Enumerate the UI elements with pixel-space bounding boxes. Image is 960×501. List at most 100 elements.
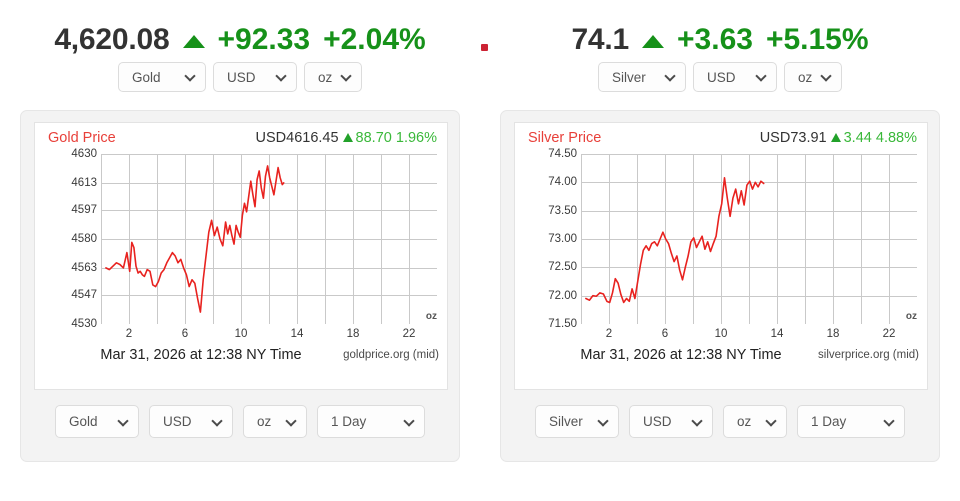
- silver-bottom-metal-select[interactable]: Silver: [535, 405, 619, 438]
- silver-bottom-unit-value: oz: [737, 414, 752, 429]
- red-dot-marker: [481, 44, 488, 51]
- gold-chart-source: goldprice.org (mid): [343, 349, 439, 361]
- gold-chart-title: Gold Price: [48, 130, 116, 146]
- silver-chart-quote-price: USD73.91: [759, 130, 827, 146]
- gold-chart-plot: [101, 154, 437, 324]
- silver-chart-source: silverprice.org (mid): [818, 349, 919, 361]
- y-tick-label: 4547: [71, 289, 97, 302]
- gold-quote-price: 4,620.08: [54, 23, 170, 56]
- x-tick-label: 2: [125, 328, 133, 340]
- chevron-down-icon: [757, 72, 767, 82]
- chevron-down-icon: [277, 72, 287, 82]
- silver-quote-price: 74.1: [571, 23, 630, 56]
- up-triangle-icon: [182, 34, 205, 48]
- chevron-down-icon: [405, 417, 415, 427]
- gold-chart-card-header: Gold Price USD4616.45 88.70 1.96%: [35, 127, 447, 151]
- silver-chart-watermark: oz: [905, 311, 917, 322]
- chevron-down-icon: [767, 417, 777, 427]
- gold-bottom-metal-select[interactable]: Gold: [55, 405, 139, 438]
- silver-chart-quote-percent: 4.88%: [875, 130, 917, 146]
- silver-chart-plot: [581, 154, 917, 324]
- gold-top-currency-select[interactable]: USD: [213, 62, 297, 92]
- silver-price-panel: Silver Price USD73.91 3.44 4.88% 74.50 74.…: [500, 110, 940, 462]
- silver-chart-card-header: Silver Price USD73.91 3.44 4.88%: [515, 127, 927, 151]
- silver-top-unit-select[interactable]: oz: [784, 62, 842, 92]
- gold-quote-header: 4,620.08 +92.33 +2.04%: [20, 18, 460, 62]
- x-tick-label: 6: [661, 328, 669, 340]
- x-tick-label: 10: [234, 328, 248, 340]
- gold-intraday-chart-series-line: [105, 165, 285, 313]
- silver-top-metal-select[interactable]: Silver: [598, 62, 686, 92]
- gold-bottom-metal-value: Gold: [69, 414, 98, 429]
- x-tick-label: 10: [714, 328, 728, 340]
- gold-bottom-currency-select[interactable]: USD: [149, 405, 233, 438]
- gold-chart-quote-percent: 1.96%: [395, 130, 437, 146]
- silver-quote-percent: +5.15%: [765, 23, 869, 56]
- gold-y-axis-labels: 4630 4613 4597 4580 4563 4547 4530: [43, 148, 97, 330]
- gold-chart-quote: USD4616.45 88.70 1.96%: [256, 130, 437, 146]
- silver-y-axis-labels: 74.50 74.00 73.50 73.00 72.50 72.00 71.50: [523, 148, 577, 330]
- gold-top-unit-select[interactable]: oz: [304, 62, 362, 92]
- gold-bottom-unit-select[interactable]: oz: [243, 405, 307, 438]
- x-tick-label: 14: [290, 328, 304, 340]
- chevron-down-icon: [599, 417, 609, 427]
- silver-x-axis-labels: 2 6 10 14 18 22: [581, 328, 917, 344]
- y-tick-label: 4597: [71, 204, 97, 217]
- x-tick-label: 14: [770, 328, 784, 340]
- gold-intraday-chart-svg: [101, 154, 437, 324]
- silver-chart-quote: USD73.91 3.44 4.88%: [760, 130, 917, 146]
- silver-intraday-chart-series-line: [585, 176, 765, 304]
- y-tick-label: 74.50: [548, 148, 577, 160]
- silver-quote-header: 74.1 +3.63 +5.15%: [500, 18, 940, 62]
- gold-price-panel: Gold Price USD4616.45 88.70 1.96% 4630 461…: [20, 110, 460, 462]
- silver-bottom-metal-value: Silver: [549, 414, 583, 429]
- y-tick-label: 71.50: [548, 318, 577, 330]
- y-tick-label: 74.00: [548, 176, 577, 189]
- y-tick-label: 4630: [71, 148, 97, 160]
- silver-top-currency-select[interactable]: USD: [693, 62, 777, 92]
- gold-quote-change: +92.33: [217, 23, 311, 56]
- x-tick-label: 18: [826, 328, 840, 340]
- y-tick-label: 72.00: [548, 289, 577, 302]
- x-tick-label: 6: [181, 328, 189, 340]
- chevron-down-icon: [822, 72, 832, 82]
- silver-chart-card: Silver Price USD73.91 3.44 4.88% 74.50 74.…: [514, 122, 928, 390]
- up-triangle-icon: [830, 133, 841, 142]
- gold-top-currency-value: USD: [227, 69, 256, 85]
- silver-chart-timestamp: Mar 31, 2026 at 12:38 NY Time: [580, 347, 782, 363]
- silver-bottom-range-select[interactable]: 1 Day: [797, 405, 905, 438]
- y-tick-label: 73.50: [548, 204, 577, 217]
- silver-top-metal-value: Silver: [612, 69, 646, 85]
- silver-bottom-currency-value: USD: [643, 414, 672, 429]
- chevron-down-icon: [186, 72, 196, 82]
- gold-top-metal-value: Gold: [132, 69, 161, 85]
- chevron-down-icon: [693, 417, 703, 427]
- chevron-down-icon: [885, 417, 895, 427]
- silver-bottom-currency-select[interactable]: USD: [629, 405, 713, 438]
- gold-top-select-row: Gold USD oz: [20, 62, 460, 92]
- gold-top-unit-value: oz: [318, 69, 333, 85]
- chevron-down-icon: [119, 417, 129, 427]
- gold-bottom-select-row: Gold USD oz 1 Day: [21, 405, 459, 438]
- chevron-down-icon: [213, 417, 223, 427]
- silver-top-unit-value: oz: [798, 69, 813, 85]
- gold-bottom-currency-value: USD: [163, 414, 192, 429]
- silver-bottom-unit-select[interactable]: oz: [723, 405, 787, 438]
- y-tick-label: 4530: [71, 318, 97, 330]
- y-tick-label: 73.00: [548, 233, 577, 245]
- gold-chart-card: Gold Price USD4616.45 88.70 1.96% 4630 461…: [34, 122, 448, 390]
- gold-bottom-range-select[interactable]: 1 Day: [317, 405, 425, 438]
- y-tick-label: 4580: [71, 233, 97, 245]
- chevron-down-icon: [287, 417, 297, 427]
- silver-bottom-select-row: Silver USD oz 1 Day: [501, 405, 939, 438]
- silver-bottom-range-value: 1 Day: [811, 414, 847, 429]
- up-triangle-icon: [342, 133, 353, 142]
- gold-chart-timestamp: Mar 31, 2026 at 12:38 NY Time: [100, 347, 302, 363]
- x-tick-label: 2: [605, 328, 613, 340]
- gold-bottom-unit-value: oz: [257, 414, 272, 429]
- x-tick-label: 22: [402, 328, 416, 340]
- gold-top-metal-select[interactable]: Gold: [118, 62, 206, 92]
- y-tick-label: 4563: [71, 261, 97, 274]
- silver-chart-footer: Mar 31, 2026 at 12:38 NY Time silverpric…: [515, 347, 927, 369]
- y-tick-label: 4613: [71, 176, 97, 189]
